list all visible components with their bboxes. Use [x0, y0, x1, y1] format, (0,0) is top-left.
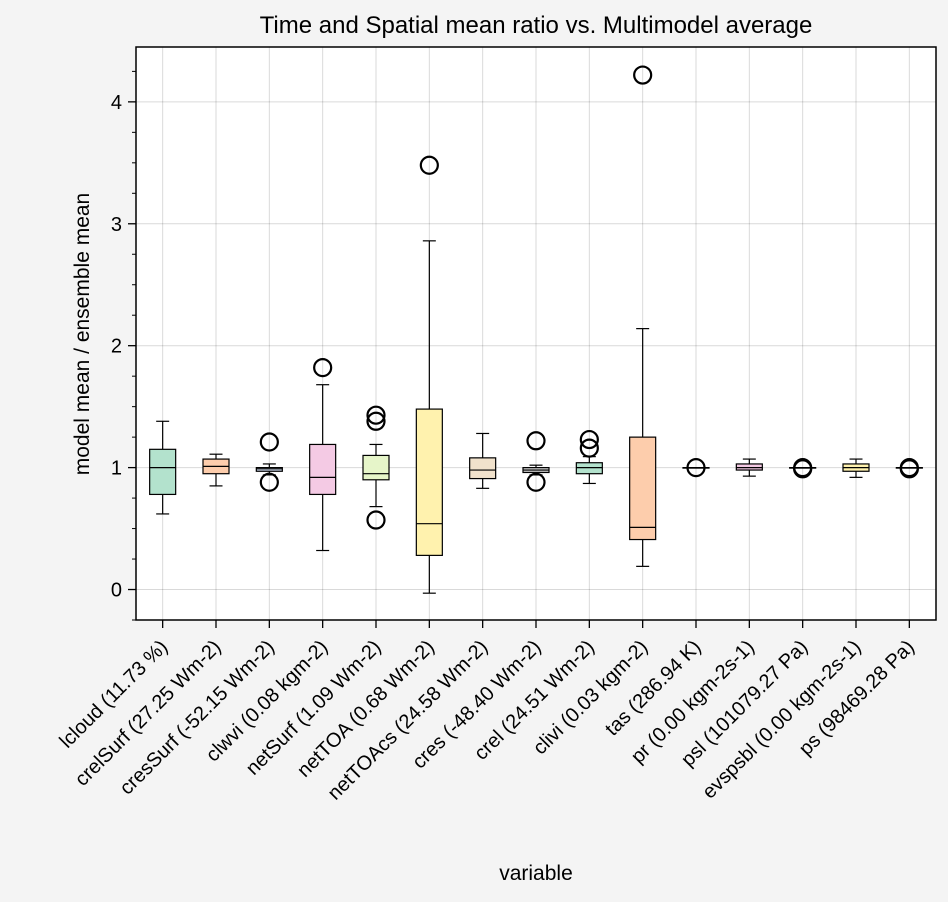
- outlier-point: [259, 472, 279, 492]
- box-3: [255, 432, 283, 492]
- box-series: [149, 65, 923, 594]
- box-body: [149, 448, 177, 496]
- x-axis-label: variable: [499, 862, 573, 885]
- outlier-point: [366, 405, 386, 425]
- box-14: [842, 458, 870, 478]
- y-tick-label: 3: [111, 214, 122, 236]
- box-1: [149, 420, 177, 515]
- outlier-point: [526, 472, 546, 492]
- box-body: [735, 463, 763, 471]
- outlier-point: [259, 432, 279, 452]
- outlier-point: [366, 411, 386, 431]
- y-axis-label: model mean / ensemble mean: [71, 193, 94, 476]
- box-body: [309, 443, 337, 496]
- box-8: [522, 431, 550, 492]
- outlier-point: [579, 429, 599, 450]
- box-2: [202, 453, 230, 487]
- box-body: [575, 462, 603, 475]
- outlier-point: [419, 155, 439, 175]
- y-axis: 0 1 2 3 4: [111, 70, 136, 621]
- outlier-point: [579, 438, 599, 458]
- box-11: [682, 458, 710, 478]
- box-5: [362, 405, 390, 530]
- box-body: [629, 436, 657, 541]
- box-13: [789, 458, 817, 479]
- grid-lines: [136, 47, 936, 620]
- box-10: [629, 65, 657, 567]
- y-tick-label: 1: [111, 458, 122, 480]
- y-tick-label: 0: [111, 580, 122, 602]
- box-body: [415, 408, 443, 556]
- chart-title: Time and Spatial mean ratio vs. Multimod…: [260, 12, 813, 39]
- outlier-point: [313, 358, 333, 378]
- box-15: [895, 458, 923, 479]
- outlier-point: [793, 458, 813, 478]
- outlier-point: [526, 431, 546, 451]
- box-7: [469, 432, 497, 489]
- box-body: [255, 467, 283, 472]
- y-tick-label: 4: [111, 92, 122, 114]
- box-6: [415, 155, 443, 594]
- outlier-point: [899, 458, 919, 478]
- plot-area: [136, 47, 936, 620]
- box-body: [362, 454, 390, 481]
- box-12: [735, 458, 763, 477]
- outlier-point: [686, 458, 706, 478]
- outlier-point: [366, 510, 386, 530]
- y-tick-label: 2: [111, 336, 122, 358]
- box-body: [469, 457, 497, 480]
- outlier-point: [633, 65, 653, 85]
- box-9: [575, 429, 603, 485]
- box-4: [309, 358, 337, 552]
